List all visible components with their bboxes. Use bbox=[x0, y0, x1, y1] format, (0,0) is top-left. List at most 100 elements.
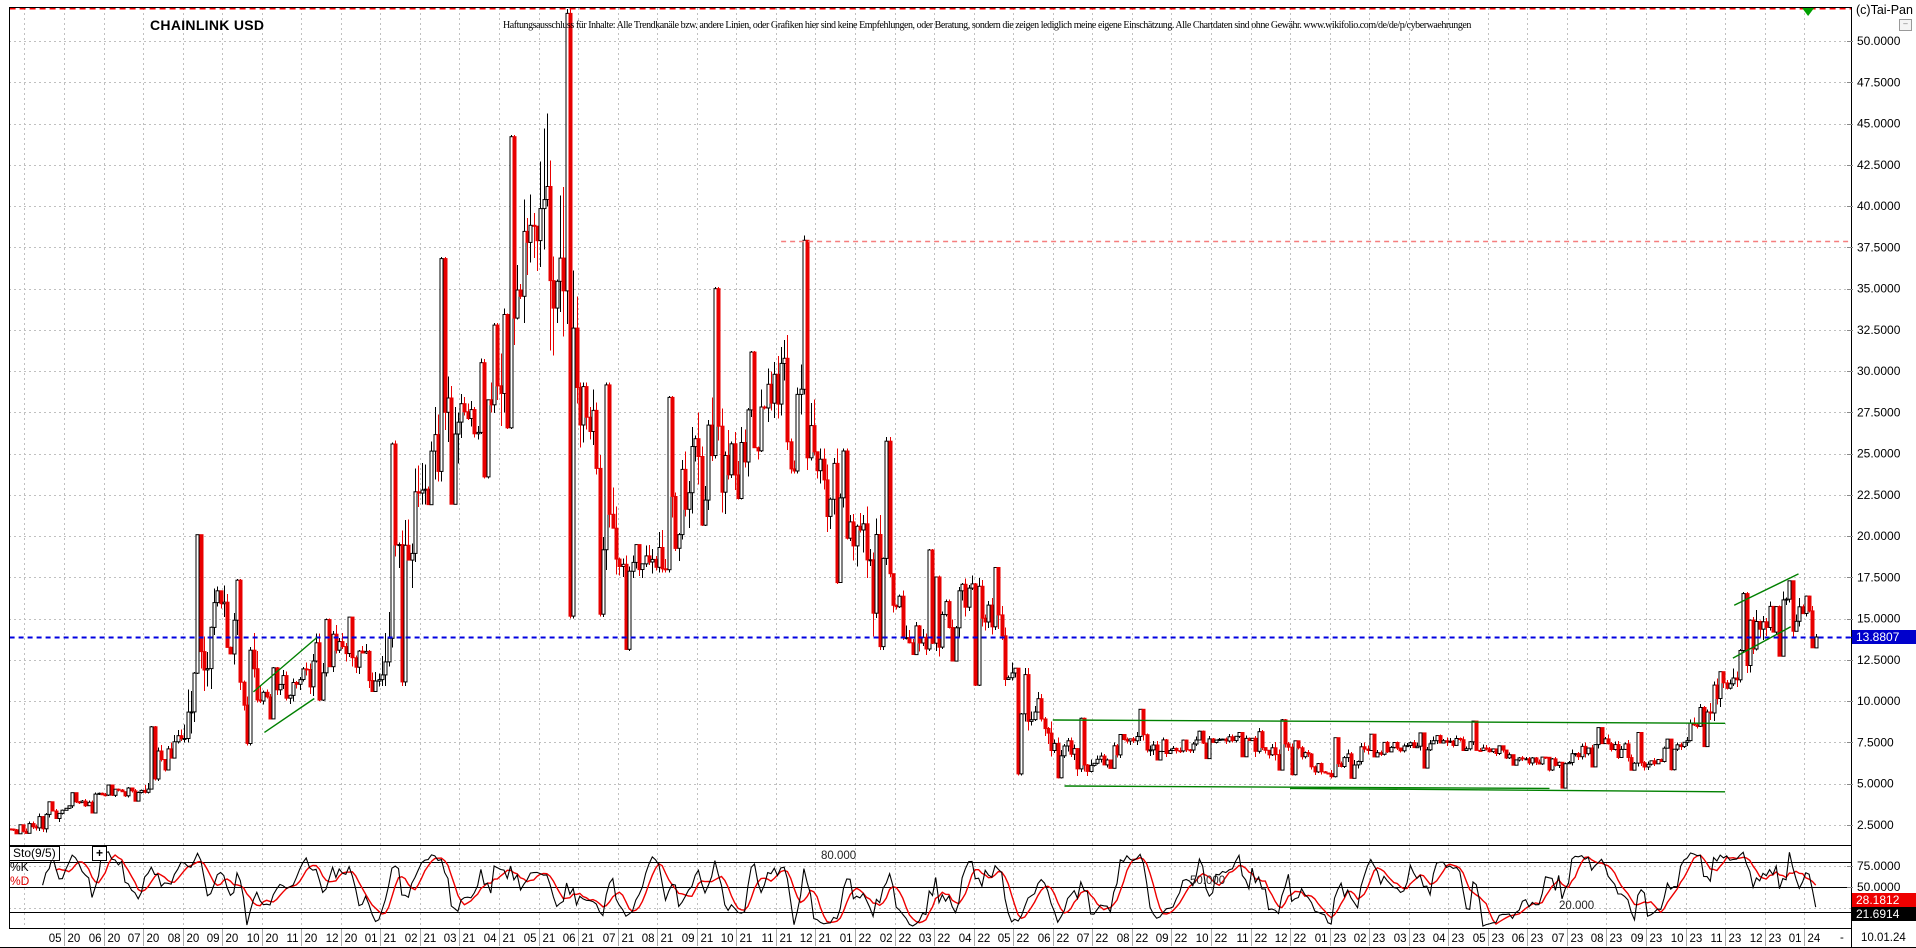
year-label: 22 bbox=[1175, 933, 1188, 945]
month-label: 03 bbox=[1394, 933, 1407, 945]
month-label: 08 bbox=[1591, 933, 1604, 945]
time-axis[interactable]: 05 20 06 20 07 20 08 20 09 20 10 20 11 20 12 20 01 21 02 21… bbox=[49, 929, 1821, 946]
month-label: 09 bbox=[1631, 933, 1644, 945]
channel-2023-lower bbox=[1732, 626, 1792, 659]
price-tick-label: 45.0000 bbox=[1857, 117, 1901, 131]
year-label: 23 bbox=[1769, 933, 1782, 945]
year-label: 22 bbox=[1294, 933, 1307, 945]
year-label: 23 bbox=[1492, 933, 1505, 945]
year-label: 23 bbox=[1690, 933, 1703, 945]
price-tick-label: 30.0000 bbox=[1857, 364, 1901, 378]
range-2022-23-lower-b bbox=[1289, 787, 1726, 793]
stochastic-settings-button[interactable]: Sto(9/5) bbox=[9, 846, 60, 861]
year-label: 22 bbox=[1096, 933, 1109, 945]
sto-level-labels: 80.000 50.000 20.000 bbox=[821, 850, 1594, 912]
year-label: 22 bbox=[1215, 933, 1228, 945]
month-label: 05 bbox=[524, 933, 537, 945]
year-label: 23 bbox=[1531, 933, 1544, 945]
expand-indicator-button[interactable]: + bbox=[92, 846, 107, 861]
year-label: 20 bbox=[226, 933, 239, 945]
year-label: 24 bbox=[1808, 933, 1821, 945]
month-label: 07 bbox=[128, 933, 141, 945]
price-tick-label: 5.0000 bbox=[1857, 777, 1894, 791]
month-label: 10 bbox=[721, 933, 734, 945]
month-label: 04 bbox=[1433, 933, 1446, 945]
percent-d-value-badge: 28.1812 bbox=[1852, 893, 1916, 907]
month-label: 01 bbox=[1789, 933, 1802, 945]
sto-level-label: 80.000 bbox=[821, 850, 856, 862]
price-tick-label: 12.5000 bbox=[1857, 653, 1901, 667]
candlesticks[interactable] bbox=[9, 9, 1819, 835]
month-label: 12 bbox=[1275, 933, 1288, 945]
month-label: 08 bbox=[168, 933, 181, 945]
month-label: 08 bbox=[1117, 933, 1130, 945]
price-tick-label: 50.0000 bbox=[1857, 34, 1901, 48]
last-date-label: 10.01.24 bbox=[1861, 932, 1906, 944]
month-label: 12 bbox=[326, 933, 339, 945]
axis-end-dash: - bbox=[1840, 932, 1844, 944]
price-axis[interactable]: 50.0000 47.5000 45.0000 42.5000 40.0000 37.50… bbox=[1846, 34, 1901, 894]
percent-k-line bbox=[42, 850, 1817, 927]
month-label: 08 bbox=[642, 933, 655, 945]
percent-k-value-badge: 21.6914 bbox=[1852, 907, 1916, 921]
month-label: 03 bbox=[444, 933, 457, 945]
month-label: 05 bbox=[49, 933, 62, 945]
year-label: 23 bbox=[1413, 933, 1426, 945]
year-label: 20 bbox=[305, 933, 318, 945]
disclaimer-text: Haftungsausschluss für Inhalte: Alle Tre… bbox=[503, 20, 1471, 31]
month-label: 06 bbox=[563, 933, 576, 945]
year-label: 23 bbox=[1729, 933, 1742, 945]
month-label: 05 bbox=[1473, 933, 1486, 945]
month-label: 11 bbox=[1237, 933, 1249, 945]
year-label: 20 bbox=[147, 933, 160, 945]
month-label: 02 bbox=[880, 933, 893, 945]
year-label: 23 bbox=[1452, 933, 1465, 945]
month-label: 09 bbox=[682, 933, 695, 945]
year-label: 21 bbox=[740, 933, 753, 945]
month-label: 04 bbox=[484, 933, 497, 945]
sto-level-label: 50.000 bbox=[1190, 875, 1225, 887]
year-label: 21 bbox=[661, 933, 674, 945]
month-label: 06 bbox=[1512, 933, 1525, 945]
plus-icon: + bbox=[95, 846, 103, 860]
year-label: 22 bbox=[1017, 933, 1030, 945]
top-marker bbox=[1802, 8, 1815, 16]
month-label: 03 bbox=[919, 933, 932, 945]
percent-d-legend: %D bbox=[10, 874, 30, 888]
year-label: 23 bbox=[1334, 933, 1347, 945]
year-label: 22 bbox=[899, 933, 912, 945]
price-tick-label: 42.5000 bbox=[1857, 158, 1901, 172]
month-label: 11 bbox=[762, 933, 774, 945]
price-tick-label: 10.0000 bbox=[1857, 694, 1901, 708]
price-tick-label: 22.5000 bbox=[1857, 488, 1901, 502]
stochastic-lines[interactable] bbox=[42, 850, 1817, 927]
year-label: 20 bbox=[345, 933, 358, 945]
year-label: 22 bbox=[859, 933, 872, 945]
year-label: 21 bbox=[622, 933, 635, 945]
month-label: 04 bbox=[959, 933, 972, 945]
price-tick-label: 7.5000 bbox=[1857, 735, 1894, 749]
year-label: 21 bbox=[384, 933, 397, 945]
month-label: 09 bbox=[207, 933, 220, 945]
month-label: 05 bbox=[998, 933, 1011, 945]
channel-2020-lower bbox=[264, 697, 315, 733]
chart-title: CHAINLINK USD bbox=[150, 17, 265, 33]
month-label: 02 bbox=[1354, 933, 1367, 945]
year-label: 23 bbox=[1650, 933, 1663, 945]
sto-tick-label: 75.0000 bbox=[1857, 859, 1901, 873]
price-tick-label: 37.5000 bbox=[1857, 240, 1901, 254]
price-tick-label: 15.0000 bbox=[1857, 612, 1901, 626]
month-label: 12 bbox=[800, 933, 813, 945]
year-label: 21 bbox=[463, 933, 476, 945]
annotations[interactable] bbox=[9, 8, 1851, 793]
minimize-button[interactable]: – bbox=[1899, 19, 1912, 31]
year-label: 23 bbox=[1610, 933, 1623, 945]
month-label: 10 bbox=[1671, 933, 1684, 945]
year-label: 21 bbox=[819, 933, 832, 945]
year-label: 23 bbox=[1373, 933, 1386, 945]
year-label: 20 bbox=[68, 933, 81, 945]
range-2022-23-lower-a bbox=[1064, 785, 1550, 790]
